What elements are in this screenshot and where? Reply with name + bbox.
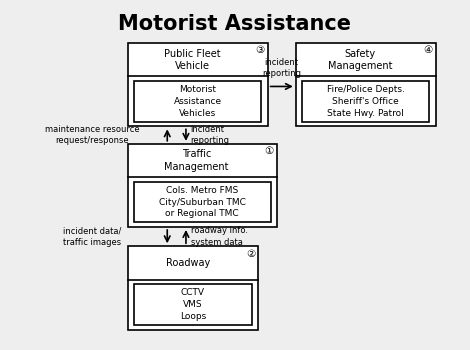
FancyBboxPatch shape (302, 81, 430, 121)
FancyBboxPatch shape (296, 43, 436, 126)
Text: ④: ④ (423, 46, 432, 56)
Text: Traffic
Management: Traffic Management (164, 149, 228, 172)
Text: ②: ② (246, 248, 255, 259)
Text: roadway info.
system data: roadway info. system data (191, 226, 248, 246)
Text: Public Fleet
Vehicle: Public Fleet Vehicle (164, 49, 220, 71)
Text: ③: ③ (255, 46, 265, 56)
FancyBboxPatch shape (134, 81, 261, 121)
Text: maintenance resource
request/response: maintenance resource request/response (45, 125, 140, 145)
Text: Cols. Metro FMS
City/Suburban TMC
or Regional TMC: Cols. Metro FMS City/Suburban TMC or Reg… (159, 186, 246, 218)
Text: incident
reporting: incident reporting (262, 58, 301, 78)
Text: incident data/
traffic images: incident data/ traffic images (63, 226, 122, 246)
Text: Motorist Assistance: Motorist Assistance (118, 14, 352, 34)
Text: Motorist
Assistance
Vehicles: Motorist Assistance Vehicles (173, 85, 222, 118)
Text: Roadway: Roadway (165, 258, 210, 268)
FancyBboxPatch shape (127, 144, 277, 227)
FancyBboxPatch shape (134, 182, 271, 222)
FancyBboxPatch shape (134, 284, 252, 325)
Text: CCTV
VMS
Loops: CCTV VMS Loops (180, 288, 206, 321)
FancyBboxPatch shape (127, 246, 258, 329)
FancyBboxPatch shape (127, 43, 268, 126)
Text: Safety
Management: Safety Management (328, 49, 392, 71)
Text: ①: ① (265, 146, 274, 156)
Text: Fire/Police Depts.
Sheriff's Office
State Hwy. Patrol: Fire/Police Depts. Sheriff's Office Stat… (327, 85, 405, 118)
Text: incident
reporting: incident reporting (191, 125, 230, 145)
